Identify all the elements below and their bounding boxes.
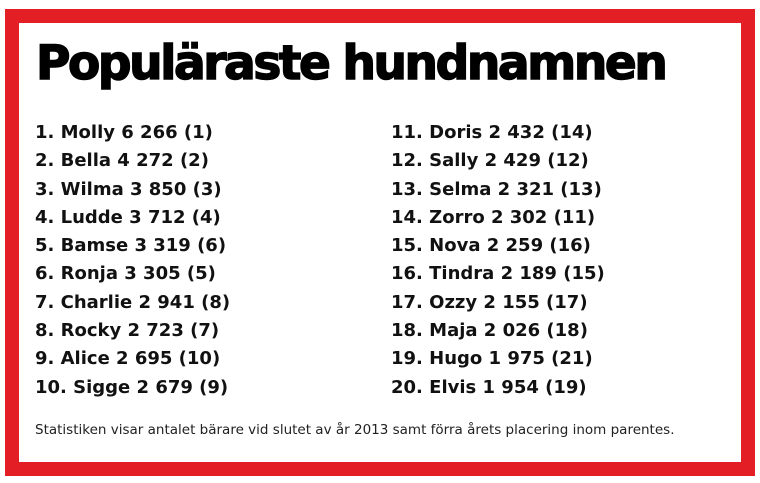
footnote: Statistiken visar antalet bärare vid slu…: [35, 422, 675, 438]
list-item: 18. Maja 2 026 (18): [391, 320, 588, 342]
ranking-list-left: 1. Molly 6 266 (1) 2. Bella 4 272 (2) 3.…: [35, 119, 230, 402]
list-item: 13. Selma 2 321 (13): [391, 178, 602, 200]
list-item: 7. Charlie 2 941 (8): [35, 291, 231, 313]
list-item: 6. Ronja 3 305 (5): [35, 263, 216, 285]
list-item: 9. Alice 2 695 (10): [35, 348, 221, 370]
list-item: 8. Rocky 2 723 (7): [35, 320, 220, 342]
list-item: 16. Tindra 2 189 (15): [391, 263, 605, 285]
red-frame: [5, 9, 755, 476]
list-item: 20. Elvis 1 954 (19): [391, 376, 587, 398]
list-item: 12. Sally 2 429 (12): [391, 150, 589, 172]
list-item: 2. Bella 4 272 (2): [35, 150, 209, 172]
list-item: 5. Bamse 3 319 (6): [35, 235, 227, 257]
list-item: 14. Zorro 2 302 (11): [391, 206, 596, 228]
list-item: 19. Hugo 1 975 (21): [391, 348, 593, 370]
list-item: 1. Molly 6 266 (1): [35, 122, 213, 143]
page-title: Populäraste hundnamnen: [35, 35, 668, 92]
list-item: 4. Ludde 3 712 (4): [35, 206, 221, 228]
list-item: 10. Sigge 2 679 (9): [35, 376, 229, 398]
list-item: 3. Wilma 3 850 (3): [35, 178, 222, 200]
list-item: 17. Ozzy 2 155 (17): [391, 291, 588, 313]
list-item: 11. Doris 2 432 (14): [391, 122, 593, 143]
ranking-list-right: 11. Doris 2 432 (14) 12. Sally 2 429 (12…: [391, 119, 605, 402]
list-item: 15. Nova 2 259 (16): [391, 235, 591, 257]
